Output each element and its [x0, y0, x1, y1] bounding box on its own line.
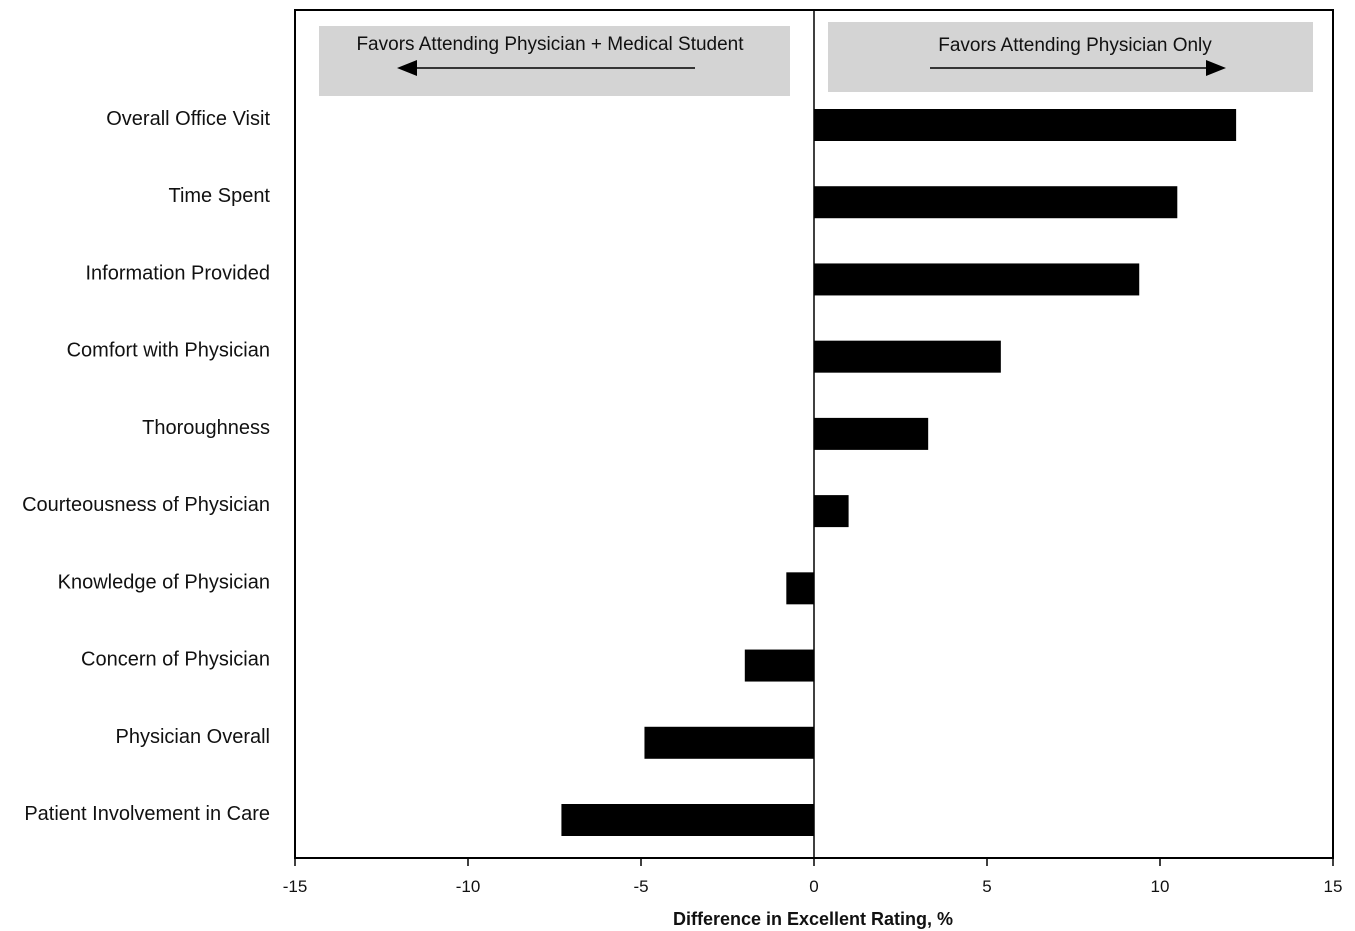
annotation-left-text: Favors Attending Physician + Medical Stu… — [356, 34, 744, 55]
bars-group — [561, 109, 1237, 836]
category-label: Thoroughness — [142, 417, 270, 439]
annotation-left-arrowhead — [397, 60, 417, 76]
x-tick-label: 15 — [1324, 877, 1343, 896]
category-label: Courteousness of Physician — [22, 494, 270, 516]
category-label: Concern of Physician — [81, 649, 270, 671]
annotation-right-arrowhead — [1206, 60, 1226, 76]
x-tick-label: 10 — [1151, 877, 1170, 896]
x-tick-label: -15 — [283, 877, 308, 896]
x-axis-ticks: -15 -10 -5 0 5 10 15 — [283, 858, 1343, 896]
x-tick-label: -10 — [456, 877, 481, 896]
category-label: Comfort with Physician — [67, 340, 270, 362]
bar-comfort-with-physician — [814, 340, 1001, 373]
bar-overall-office-visit — [814, 109, 1237, 141]
bar-concern-of-physician — [744, 649, 814, 682]
bar-patient-involvement-in-care — [561, 804, 814, 836]
annotation-left: Favors Attending Physician + Medical Stu… — [319, 26, 790, 96]
bar-thoroughness — [814, 417, 929, 450]
annotation-right-box — [828, 22, 1313, 92]
category-label: Time Spent — [168, 185, 270, 207]
x-tick-label: -5 — [633, 877, 648, 896]
category-label: Information Provided — [85, 262, 270, 284]
x-tick-label: 0 — [809, 877, 818, 896]
category-label: Overall Office Visit — [106, 108, 270, 130]
category-label: Knowledge of Physician — [58, 571, 270, 593]
bar-information-provided — [814, 263, 1140, 296]
x-tick-label: 5 — [982, 877, 991, 896]
bar-physician-overall — [644, 726, 814, 759]
category-labels: Overall Office Visit Time Spent Informatio… — [22, 108, 270, 825]
annotation-right-text: Favors Attending Physician Only — [938, 35, 1212, 56]
bar-courteousness-of-physician — [814, 495, 849, 528]
bar-time-spent — [814, 186, 1178, 219]
bar-knowledge-of-physician — [786, 572, 814, 605]
category-label: Physician Overall — [115, 726, 270, 748]
category-label: Patient Involvement in Care — [24, 803, 270, 825]
annotation-right: Favors Attending Physician Only — [828, 22, 1313, 92]
x-axis-title: Difference in Excellent Rating, % — [673, 909, 953, 929]
annotation-left-box — [319, 26, 790, 96]
